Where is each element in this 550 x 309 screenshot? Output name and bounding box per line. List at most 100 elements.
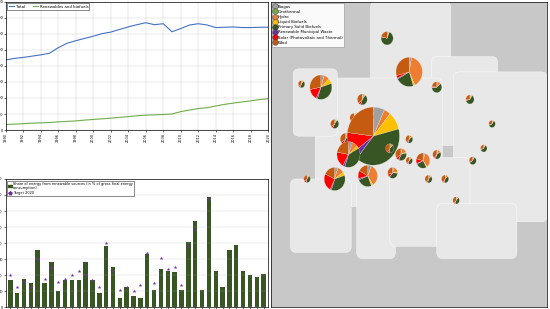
- Bar: [138, 298, 142, 307]
- Wedge shape: [437, 152, 441, 154]
- Wedge shape: [306, 176, 310, 183]
- Wedge shape: [492, 121, 494, 124]
- Wedge shape: [359, 176, 368, 180]
- Wedge shape: [398, 154, 401, 160]
- Wedge shape: [409, 157, 410, 161]
- Wedge shape: [416, 161, 423, 164]
- Wedge shape: [455, 198, 459, 204]
- Renewables and biofuels: [248, 99, 254, 103]
- Wedge shape: [409, 135, 412, 139]
- Wedge shape: [371, 115, 373, 119]
- Bar: [97, 293, 102, 307]
- Wedge shape: [417, 161, 426, 168]
- Wedge shape: [301, 80, 302, 84]
- Renewables and biofuels: [72, 119, 79, 123]
- Wedge shape: [443, 179, 445, 183]
- Bar: [166, 270, 170, 307]
- Wedge shape: [428, 176, 432, 183]
- Wedge shape: [359, 176, 371, 187]
- Bar: [35, 250, 40, 307]
- Legend: Share of energy from renewable sources (in % of gross final energy
consumption),: Share of energy from renewable sources (…: [7, 181, 134, 196]
- Wedge shape: [435, 154, 437, 159]
- Total: [169, 30, 175, 34]
- Wedge shape: [307, 176, 309, 179]
- Wedge shape: [360, 99, 362, 105]
- Wedge shape: [372, 112, 377, 119]
- Total: [55, 46, 62, 50]
- Renewables and biofuels: [256, 98, 263, 101]
- Wedge shape: [321, 75, 324, 87]
- Wedge shape: [343, 154, 349, 167]
- Wedge shape: [310, 75, 321, 90]
- Wedge shape: [466, 99, 470, 100]
- Renewables and biofuels: [55, 120, 62, 124]
- Wedge shape: [396, 154, 401, 160]
- FancyBboxPatch shape: [437, 203, 517, 259]
- FancyBboxPatch shape: [293, 69, 337, 136]
- Total: [37, 53, 44, 57]
- Wedge shape: [423, 153, 425, 161]
- Wedge shape: [368, 165, 371, 176]
- Total: [230, 25, 236, 29]
- Wedge shape: [346, 134, 350, 139]
- Wedge shape: [390, 145, 393, 148]
- Wedge shape: [492, 120, 494, 124]
- Wedge shape: [434, 154, 437, 159]
- Wedge shape: [381, 32, 387, 38]
- Wedge shape: [387, 32, 389, 38]
- Wedge shape: [387, 32, 389, 38]
- Bar: [221, 286, 225, 307]
- Wedge shape: [388, 173, 393, 177]
- Bar: [248, 275, 252, 307]
- Total: [212, 26, 219, 29]
- Wedge shape: [456, 197, 458, 201]
- Bar: [255, 277, 259, 307]
- Renewables and biofuels: [81, 118, 87, 122]
- Total: [151, 23, 158, 27]
- Wedge shape: [427, 179, 428, 183]
- Bar: [22, 278, 26, 307]
- Bar: [241, 270, 245, 307]
- Wedge shape: [407, 161, 409, 164]
- Total: [72, 39, 79, 43]
- Renewables and biofuels: [98, 117, 105, 121]
- Bar: [200, 290, 204, 307]
- Wedge shape: [353, 114, 358, 122]
- Bar: [179, 290, 184, 307]
- Wedge shape: [393, 167, 394, 173]
- Wedge shape: [299, 84, 301, 87]
- Renewables and biofuels: [204, 106, 211, 110]
- Wedge shape: [373, 114, 399, 136]
- Wedge shape: [358, 94, 362, 103]
- Wedge shape: [381, 36, 387, 38]
- Renewables and biofuels: [29, 121, 35, 125]
- Renewables and biofuels: [169, 112, 175, 116]
- Renewables and biofuels: [221, 103, 228, 106]
- Wedge shape: [416, 153, 423, 161]
- Wedge shape: [469, 161, 472, 162]
- Total: [98, 32, 105, 36]
- Wedge shape: [300, 81, 305, 88]
- Wedge shape: [310, 87, 321, 98]
- Total: [239, 26, 245, 29]
- Wedge shape: [306, 179, 307, 182]
- Total: [90, 34, 96, 38]
- FancyBboxPatch shape: [390, 158, 470, 246]
- Bar: [70, 280, 74, 307]
- Wedge shape: [401, 152, 406, 154]
- Wedge shape: [409, 135, 410, 139]
- Wedge shape: [354, 113, 355, 118]
- Wedge shape: [349, 146, 359, 154]
- Renewables and biofuels: [195, 107, 202, 110]
- Wedge shape: [406, 139, 409, 143]
- FancyBboxPatch shape: [357, 179, 395, 259]
- Total: [256, 25, 263, 29]
- Wedge shape: [354, 113, 356, 118]
- Wedge shape: [389, 148, 390, 153]
- Wedge shape: [373, 111, 376, 115]
- Wedge shape: [466, 95, 470, 100]
- Wedge shape: [334, 168, 343, 179]
- Wedge shape: [428, 175, 431, 179]
- Wedge shape: [437, 83, 441, 87]
- Wedge shape: [300, 84, 301, 87]
